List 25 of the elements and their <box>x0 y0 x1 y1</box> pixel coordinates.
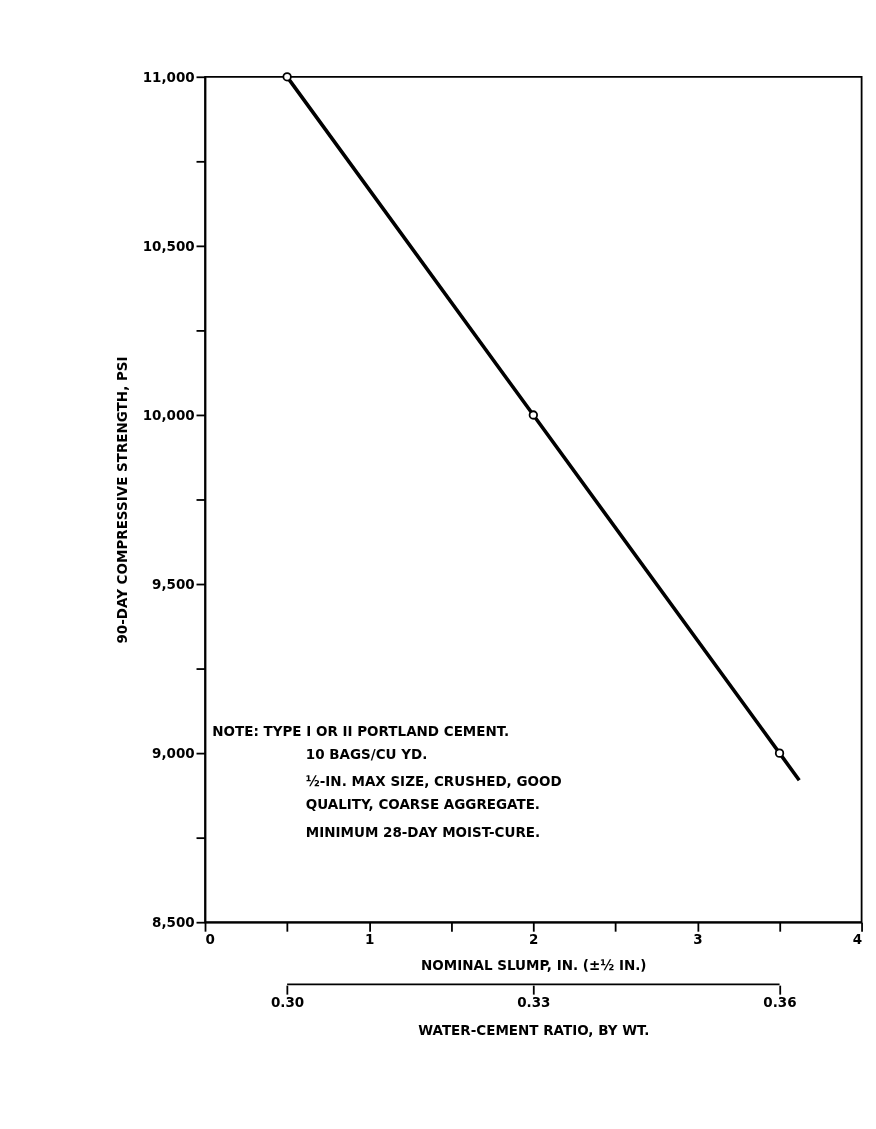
x2-tick-label: 0.36 <box>763 994 797 1011</box>
x-tick-label: 4 <box>852 931 863 948</box>
x-tick-label: 1 <box>364 931 375 948</box>
x-axis-title: NOMINAL SLUMP, IN. (±½ IN.) <box>421 957 647 974</box>
x2-tick-label: 0.33 <box>517 994 551 1011</box>
x-tick-label: 3 <box>693 931 703 948</box>
point <box>282 72 292 82</box>
annotation: QUALITY, COARSE AGGREGATE. <box>305 795 540 812</box>
x2-tick-label: 0.30 <box>270 994 305 1011</box>
annotation: ½-IN. MAX SIZE, CRUSHED, GOOD <box>305 773 562 790</box>
y-tick-label: 11,000 <box>142 68 195 85</box>
x-tick-label: 2 <box>529 931 539 948</box>
y-tick-label: 10,500 <box>142 237 195 254</box>
annotation: 10 BAGS/CU YD. <box>305 745 428 762</box>
y-tick-label: 8,500 <box>152 914 195 931</box>
point <box>528 410 538 420</box>
point <box>774 748 785 758</box>
annotation: NOTE: TYPE I OR II PORTLAND CEMENT. <box>212 723 510 740</box>
y-tick-label: 9,000 <box>152 745 195 762</box>
y-tick-label: 10,000 <box>142 406 195 423</box>
annotation: MINIMUM 28-DAY MOIST-CURE. <box>305 823 541 840</box>
y-axis-title: 90-DAY COMPRESSIVE STRENGTH, PSI <box>114 356 131 644</box>
y-tick-label: 9,500 <box>152 576 195 593</box>
x2-axis-title: WATER-CEMENT RATIO, BY WT. <box>418 1022 650 1039</box>
x-tick-label: 0 <box>205 931 215 948</box>
